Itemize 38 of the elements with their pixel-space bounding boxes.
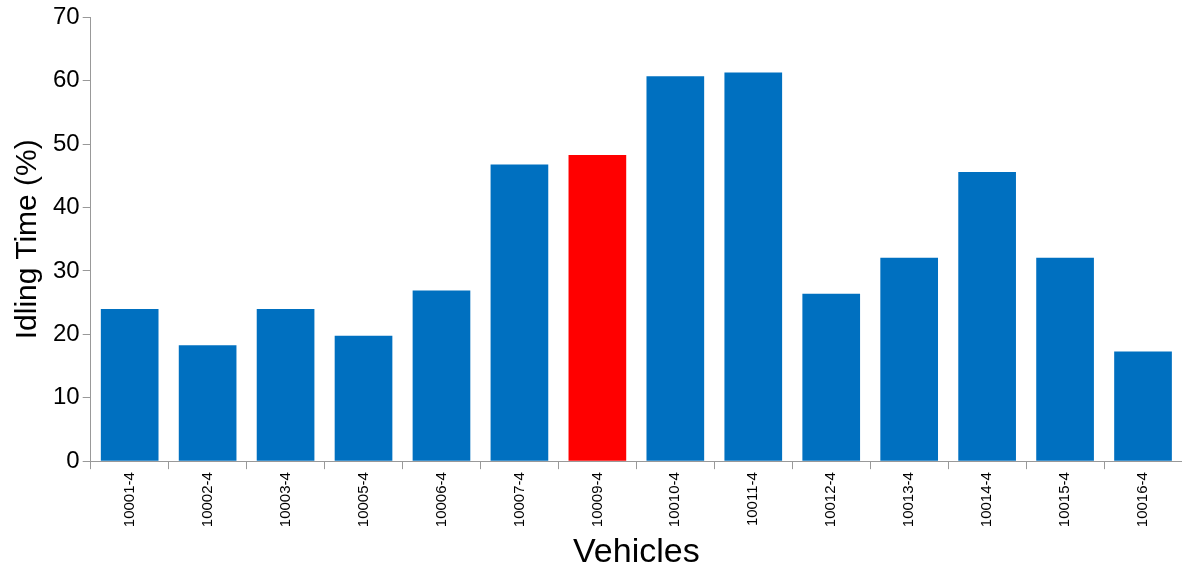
y-tick-label: 30 xyxy=(52,255,80,283)
y-tick-label: 70 xyxy=(52,2,80,30)
x-tick-label: 10003-4 xyxy=(275,472,293,528)
y-tick-label: 50 xyxy=(52,128,80,156)
bar xyxy=(802,293,861,461)
bar xyxy=(100,309,159,461)
x-tick-label: 10014-4 xyxy=(977,472,995,528)
x-tick-label: 10012-4 xyxy=(821,472,839,528)
x-tick-label: 10005-4 xyxy=(353,472,371,528)
bar xyxy=(490,164,549,461)
x-tick-label: 10016-4 xyxy=(1133,472,1151,528)
x-tick-label: 10001-4 xyxy=(119,472,137,528)
bar xyxy=(958,172,1016,461)
bar xyxy=(256,309,315,461)
x-tick-label: 10007-4 xyxy=(509,472,527,528)
bar xyxy=(568,154,627,461)
bar xyxy=(880,257,939,461)
bar xyxy=(1114,351,1172,461)
y-axis-title: Idling Time (%) xyxy=(9,139,43,340)
bar xyxy=(334,335,393,461)
bar xyxy=(724,72,783,461)
x-tick-label: 10006-4 xyxy=(431,472,449,528)
x-axis-title: Vehicles xyxy=(573,530,700,569)
bar xyxy=(178,345,237,461)
y-tick-label: 0 xyxy=(66,445,80,473)
x-tick-label: 10011-4 xyxy=(743,472,761,527)
y-tick-label: 40 xyxy=(52,192,80,220)
x-tick-label: 10010-4 xyxy=(665,472,683,528)
x-tick-label: 10013-4 xyxy=(899,472,917,528)
x-tick-label: 10002-4 xyxy=(197,472,215,528)
x-tick-label: 10009-4 xyxy=(587,472,605,528)
bar xyxy=(1036,257,1094,461)
y-tick-label: 20 xyxy=(52,318,80,346)
x-tick-label: 10015-4 xyxy=(1055,472,1073,528)
y-tick-label: 60 xyxy=(52,65,80,93)
bar xyxy=(412,290,471,461)
bar xyxy=(646,76,705,461)
y-tick-label: 10 xyxy=(52,382,80,410)
